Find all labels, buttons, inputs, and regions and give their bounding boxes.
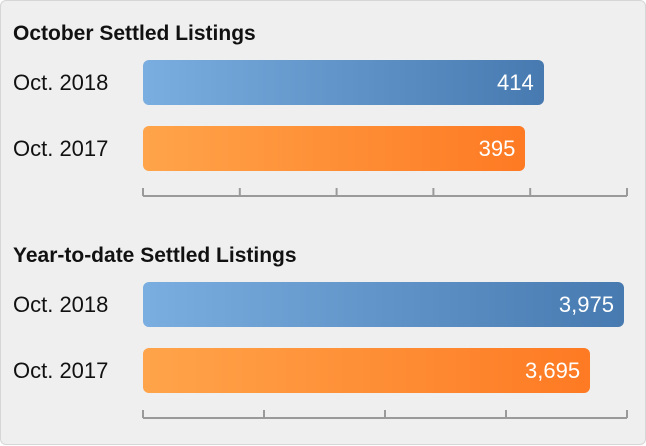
chart-1-category-label-1: Oct. 2018 <box>13 70 109 95</box>
chart-1-bar-value-1: 414 <box>497 70 534 95</box>
chart-2-category-label-1: Oct. 2018 <box>13 292 109 317</box>
chart-1-bar-oct-2017: 395 <box>143 126 526 171</box>
chart-1-bar-value-2: 395 <box>478 136 516 161</box>
chart-2-bar-oct-2018: 3,975 <box>143 282 624 327</box>
chart-2-bar-oct-2017: 3,695 <box>143 348 591 393</box>
chart-1-category-label-2: Oct. 2017 <box>13 136 109 161</box>
chart-1-title: October Settled Listings <box>13 22 256 45</box>
chart-2-bar-value-2: 3,695 <box>525 358 581 383</box>
chart-2-category-label-2: Oct. 2017 <box>13 358 109 383</box>
chart-1-bar-oct-2018: 414 <box>143 60 544 105</box>
chart-2-bar-value-1: 3,975 <box>558 292 614 317</box>
chart-2-title: Year-to-date Settled Listings <box>13 244 297 267</box>
